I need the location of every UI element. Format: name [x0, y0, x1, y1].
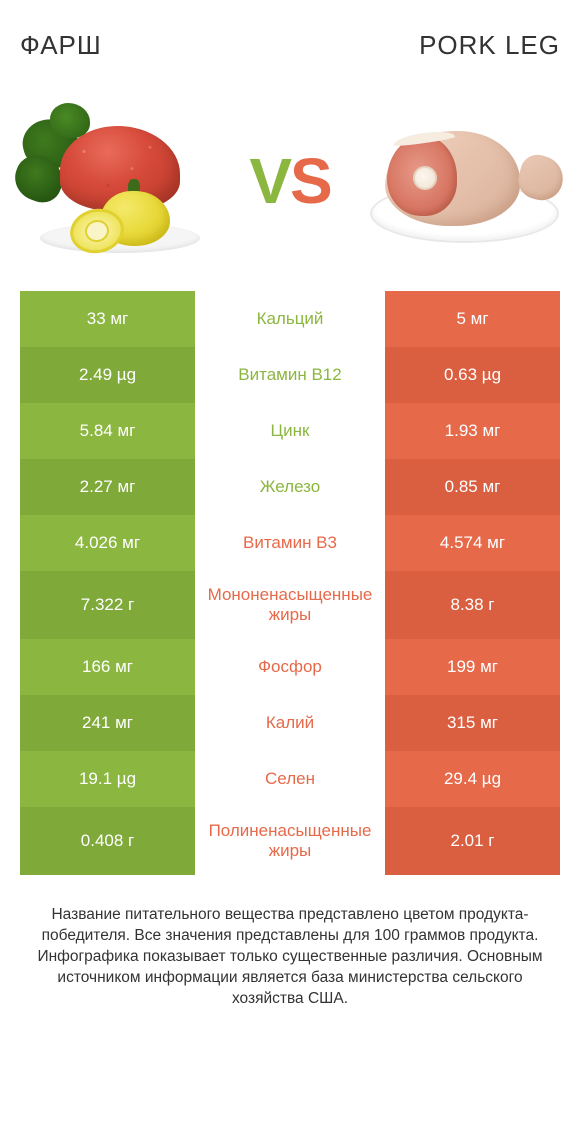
header: ФАРШ PORK LEG: [0, 0, 580, 71]
value-right: 0.63 µg: [385, 347, 560, 403]
nutrient-label: Кальций: [195, 291, 385, 347]
footnote: Название питательного вещества представл…: [30, 905, 550, 1010]
table-row: 0.408 гПолиненасыщенные жиры2.01 г: [20, 807, 560, 875]
nutrient-label: Калий: [195, 695, 385, 751]
vs-s: S: [290, 145, 331, 217]
nutrient-label: Цинк: [195, 403, 385, 459]
value-left: 0.408 г: [20, 807, 195, 875]
table-row: 241 мгКалий315 мг: [20, 695, 560, 751]
value-right: 315 мг: [385, 695, 560, 751]
vs-label: VS: [249, 149, 330, 213]
value-right: 2.01 г: [385, 807, 560, 875]
value-left: 7.322 г: [20, 571, 195, 639]
nutrient-label: Железо: [195, 459, 385, 515]
nutrient-label: Селен: [195, 751, 385, 807]
product-title-left: ФАРШ: [20, 30, 102, 61]
value-left: 33 мг: [20, 291, 195, 347]
value-right: 5 мг: [385, 291, 560, 347]
value-right: 199 мг: [385, 639, 560, 695]
value-right: 8.38 г: [385, 571, 560, 639]
nutrient-label: Витамин B3: [195, 515, 385, 571]
hero-row: VS: [0, 81, 580, 281]
footnote-line: Все значения представлены для 100 граммо…: [134, 927, 538, 944]
table-row: 33 мгКальций5 мг: [20, 291, 560, 347]
table-row: 5.84 мгЦинк1.93 мг: [20, 403, 560, 459]
infographic-page: ФАРШ PORK LEG VS 33 мгКальций5: [0, 0, 580, 1144]
value-right: 29.4 µg: [385, 751, 560, 807]
value-left: 2.49 µg: [20, 347, 195, 403]
value-left: 5.84 мг: [20, 403, 195, 459]
product-image-right: [365, 101, 565, 261]
value-right: 4.574 мг: [385, 515, 560, 571]
value-left: 19.1 µg: [20, 751, 195, 807]
product-image-left: [15, 101, 215, 261]
comparison-table: 33 мгКальций5 мг2.49 µgВитамин B120.63 µ…: [20, 291, 560, 875]
product-title-right: PORK LEG: [419, 30, 560, 61]
nutrient-label: Витамин B12: [195, 347, 385, 403]
pork-bone-icon: [413, 166, 437, 190]
value-left: 2.27 мг: [20, 459, 195, 515]
table-row: 2.27 мгЖелезо0.85 мг: [20, 459, 560, 515]
nutrient-label: Полиненасыщенные жиры: [195, 807, 385, 875]
value-right: 0.85 мг: [385, 459, 560, 515]
value-left: 4.026 мг: [20, 515, 195, 571]
table-row: 4.026 мгВитамин B34.574 мг: [20, 515, 560, 571]
value-right: 1.93 мг: [385, 403, 560, 459]
table-row: 19.1 µgСелен29.4 µg: [20, 751, 560, 807]
table-row: 166 мгФосфор199 мг: [20, 639, 560, 695]
vs-v: V: [249, 145, 290, 217]
table-row: 7.322 гМононенасыщенные жиры8.38 г: [20, 571, 560, 639]
nutrient-label: Мононенасыщенные жиры: [195, 571, 385, 639]
value-left: 241 мг: [20, 695, 195, 751]
value-left: 166 мг: [20, 639, 195, 695]
footnote-line: Инфографика показывает только существенн…: [37, 948, 462, 965]
nutrient-label: Фосфор: [195, 639, 385, 695]
table-row: 2.49 µgВитамин B120.63 µg: [20, 347, 560, 403]
